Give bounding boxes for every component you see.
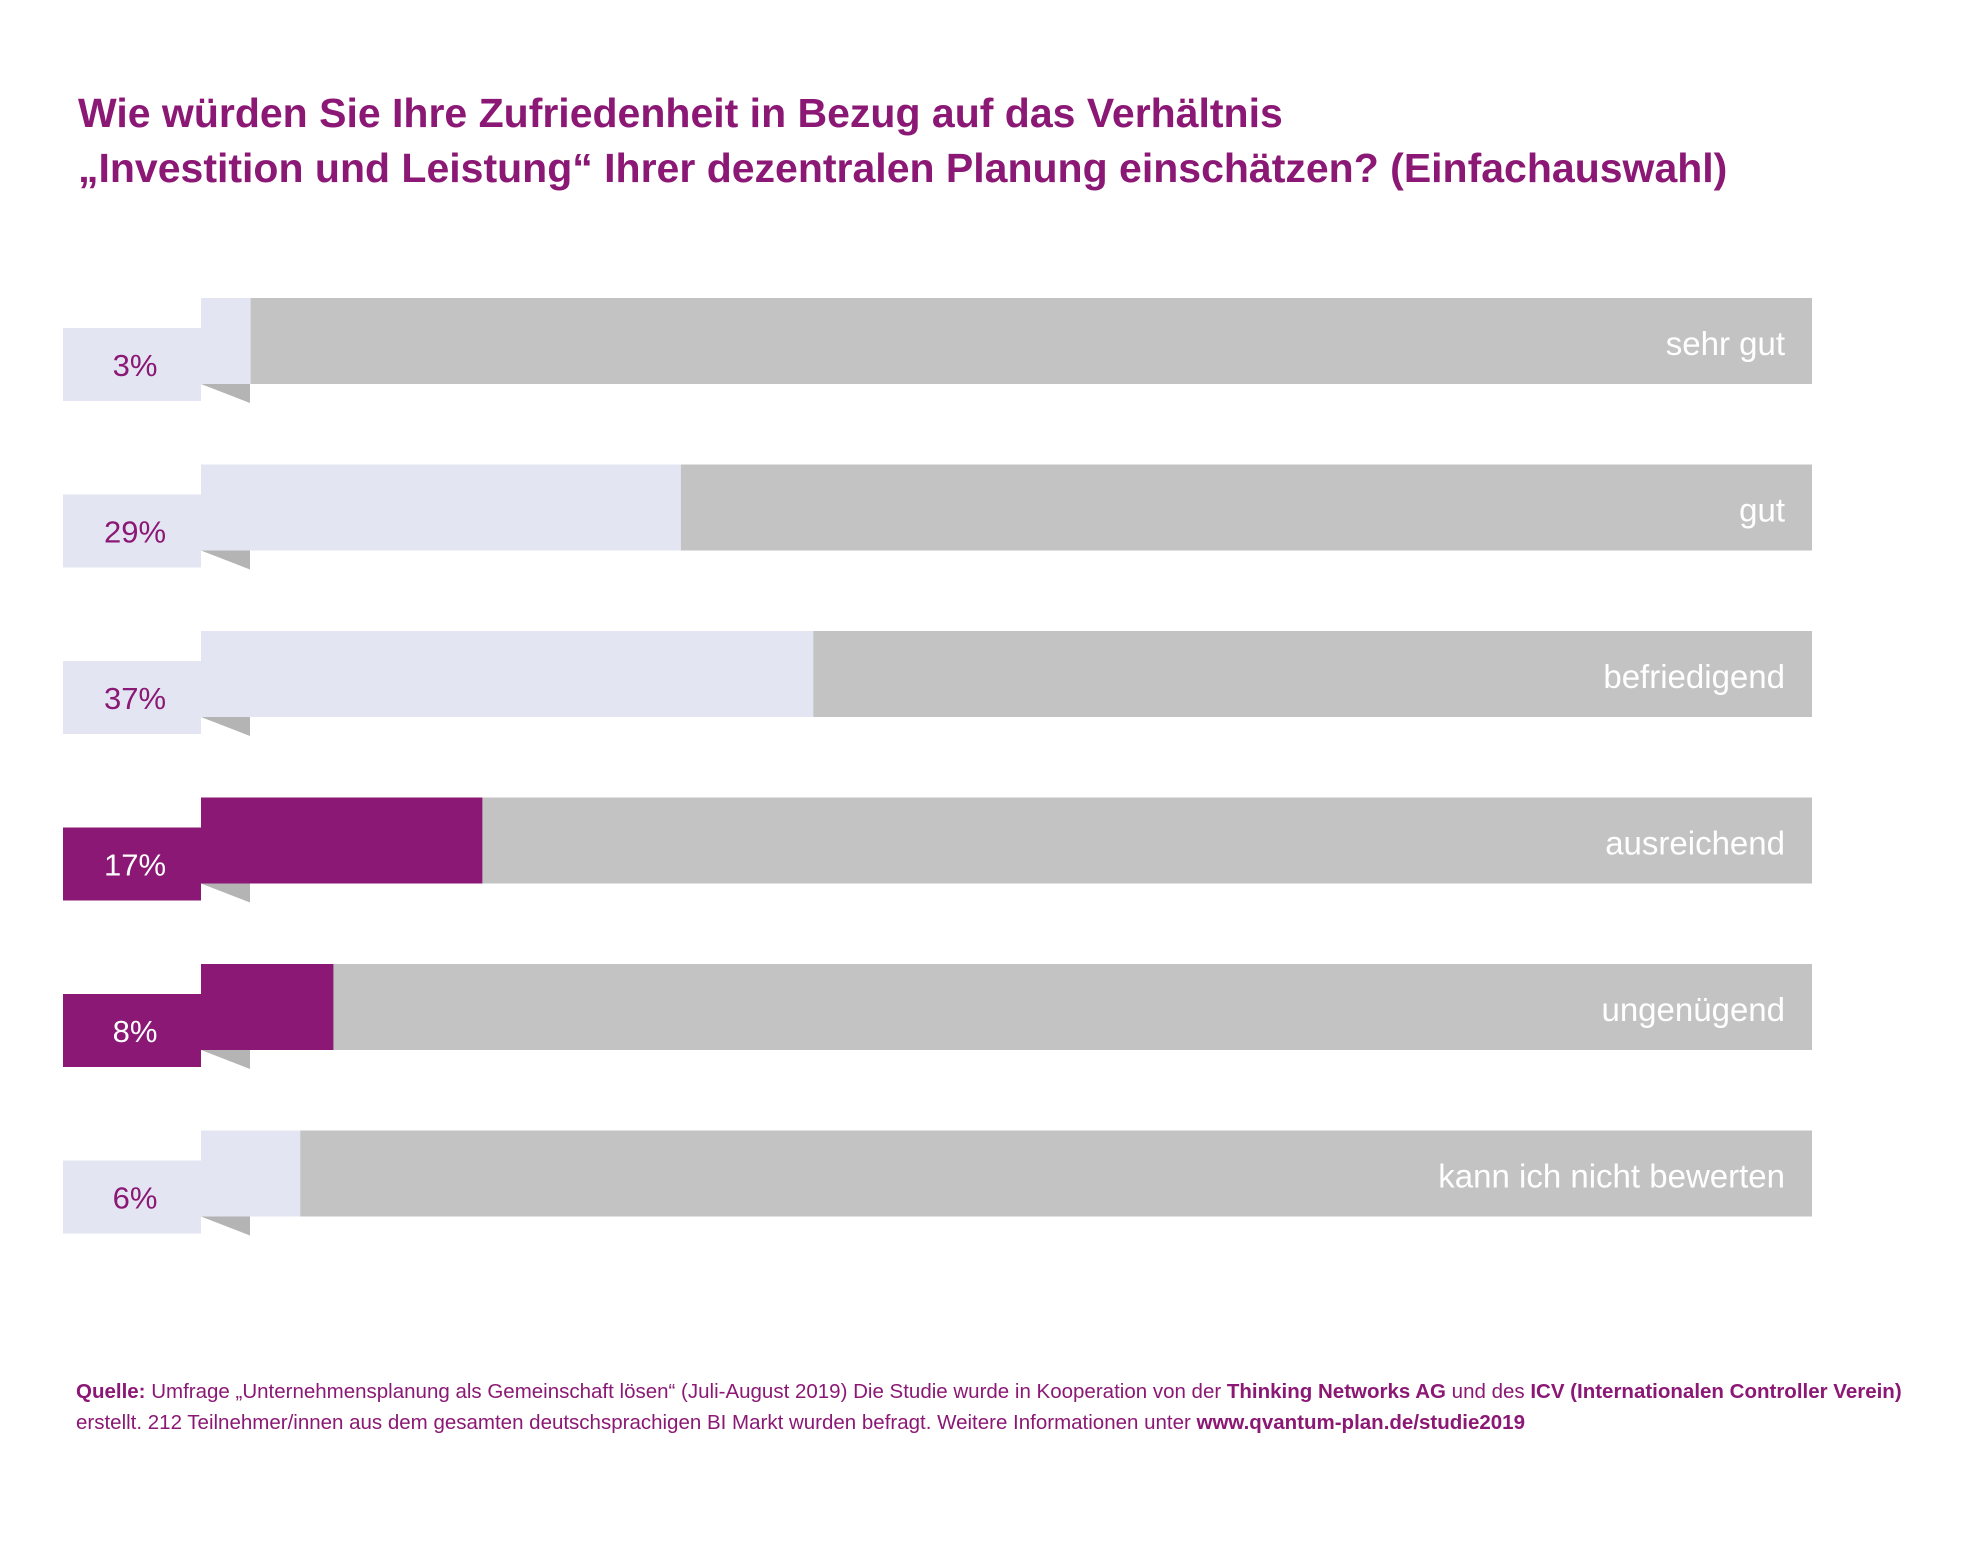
bar-tab-joint [63,827,201,901]
bar-track [201,964,1812,1050]
bar-fill [201,464,681,551]
bar-value-label: 3% [113,348,158,383]
source-line-2: erstellt. 212 Teilnehmer/innen aus dem g… [76,1407,1936,1438]
bar-fill [201,298,251,384]
source-text-3: erstellt. 212 Teilnehmer/innen aus dem g… [76,1411,1197,1434]
bar-track [201,1130,1812,1217]
bar-fold-shadow [201,883,250,903]
bar-tab-joint [63,994,201,1067]
bar-value-label: 8% [113,1014,158,1049]
chart-title-line-2: „Investition und Leistung“ Ihrer dezentr… [78,145,1728,191]
bar-tab-joint [63,1160,201,1234]
bar-tab-joint [63,661,201,734]
bar-fill [201,964,334,1050]
bar-category-label: gut [1739,492,1785,529]
bar-fold-shadow [201,384,250,403]
bar-fill [201,797,483,884]
source-line-1: Quelle: Umfrage „Unternehmensplanung als… [76,1376,1936,1407]
bar-fill [201,631,814,717]
bar-tab-joint [63,328,201,401]
source-text-1: Umfrage „Unternehmensplanung als Gemeins… [145,1380,1227,1403]
bar-track [201,298,1812,384]
bar-fold-shadow [201,1216,250,1236]
bar-value-label: 37% [104,681,166,716]
source-org-2: ICV (Internationalen Controller Verein) [1530,1380,1902,1403]
bar-category-label: kann ich nicht bewerten [1438,1158,1785,1195]
bar-chart: sehr gut 3% gut 29% befriedigend 37% ausreiche… [63,298,1812,1236]
source-org-1: Thinking Networks AG [1226,1380,1446,1403]
source-label: Quelle: [76,1380,146,1403]
bar-fold-shadow [201,550,250,570]
source-url[interactable]: www.qvantum-plan.de/studie2019 [1196,1411,1525,1434]
source-text-2: und des [1445,1380,1531,1403]
bar-category-label: befriedigend [1603,658,1785,695]
source-note: Quelle: Umfrage „Unternehmensplanung als… [76,1376,1936,1438]
bar-fill [201,1130,301,1217]
bar-value-label: 29% [104,515,166,550]
bar-category-label: ungenügend [1601,991,1785,1028]
bar-tab-joint [63,494,201,568]
chart-title: Wie würden Sie Ihre Zufriedenheit in Bez… [78,86,1878,196]
bar-fold-shadow [201,717,250,736]
bar-fold-shadow [201,1050,250,1069]
bar-category-label: ausreichend [1605,825,1785,862]
bar-category-label: sehr gut [1666,325,1785,362]
chart-title-line-1: Wie würden Sie Ihre Zufriedenheit in Bez… [78,90,1283,136]
bar-value-label: 6% [113,1181,158,1216]
bar-value-label: 17% [104,848,166,883]
